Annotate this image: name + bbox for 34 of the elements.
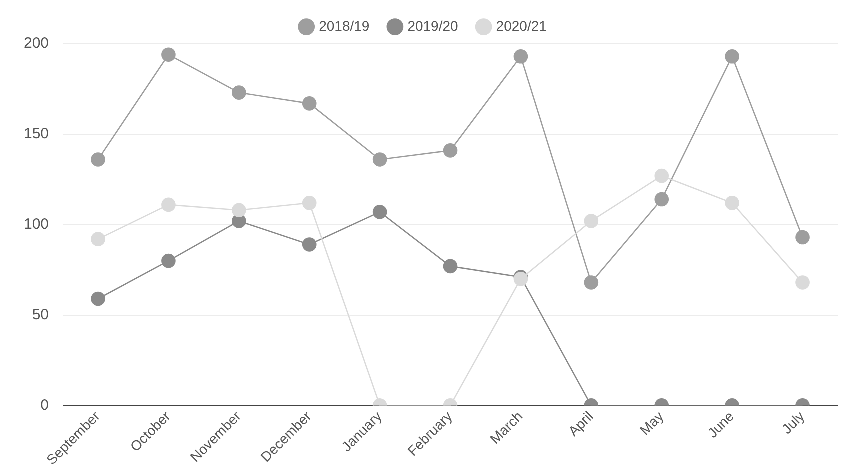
point	[584, 276, 599, 290]
point	[232, 86, 246, 100]
point	[91, 232, 106, 246]
point	[372, 205, 388, 220]
point	[232, 203, 246, 218]
legend-label: 2019/20	[408, 18, 459, 34]
point	[725, 50, 740, 64]
point	[654, 192, 670, 207]
point	[302, 238, 317, 252]
point	[796, 230, 810, 245]
y-tick-label: 50	[32, 306, 50, 324]
point	[162, 48, 176, 62]
point	[162, 198, 176, 212]
point	[302, 96, 317, 111]
point	[162, 254, 176, 268]
point	[443, 259, 458, 274]
point	[514, 50, 528, 64]
y-tick-label: 100	[24, 216, 50, 233]
y-tick-label: 200	[24, 35, 50, 52]
legend-label: 2018/19	[319, 18, 370, 34]
y-tick-label: 150	[24, 126, 50, 143]
point	[91, 152, 106, 167]
point	[654, 168, 670, 184]
x-tick-label: July	[778, 408, 808, 438]
point	[725, 196, 740, 210]
legend-label: 2020/21	[496, 18, 548, 34]
point	[372, 152, 388, 167]
point	[302, 196, 317, 210]
point	[796, 276, 810, 290]
x-tick-label: May	[636, 408, 667, 438]
point	[584, 214, 599, 228]
point	[91, 292, 106, 306]
point	[443, 144, 458, 158]
y-tick-label: 0	[40, 396, 50, 414]
